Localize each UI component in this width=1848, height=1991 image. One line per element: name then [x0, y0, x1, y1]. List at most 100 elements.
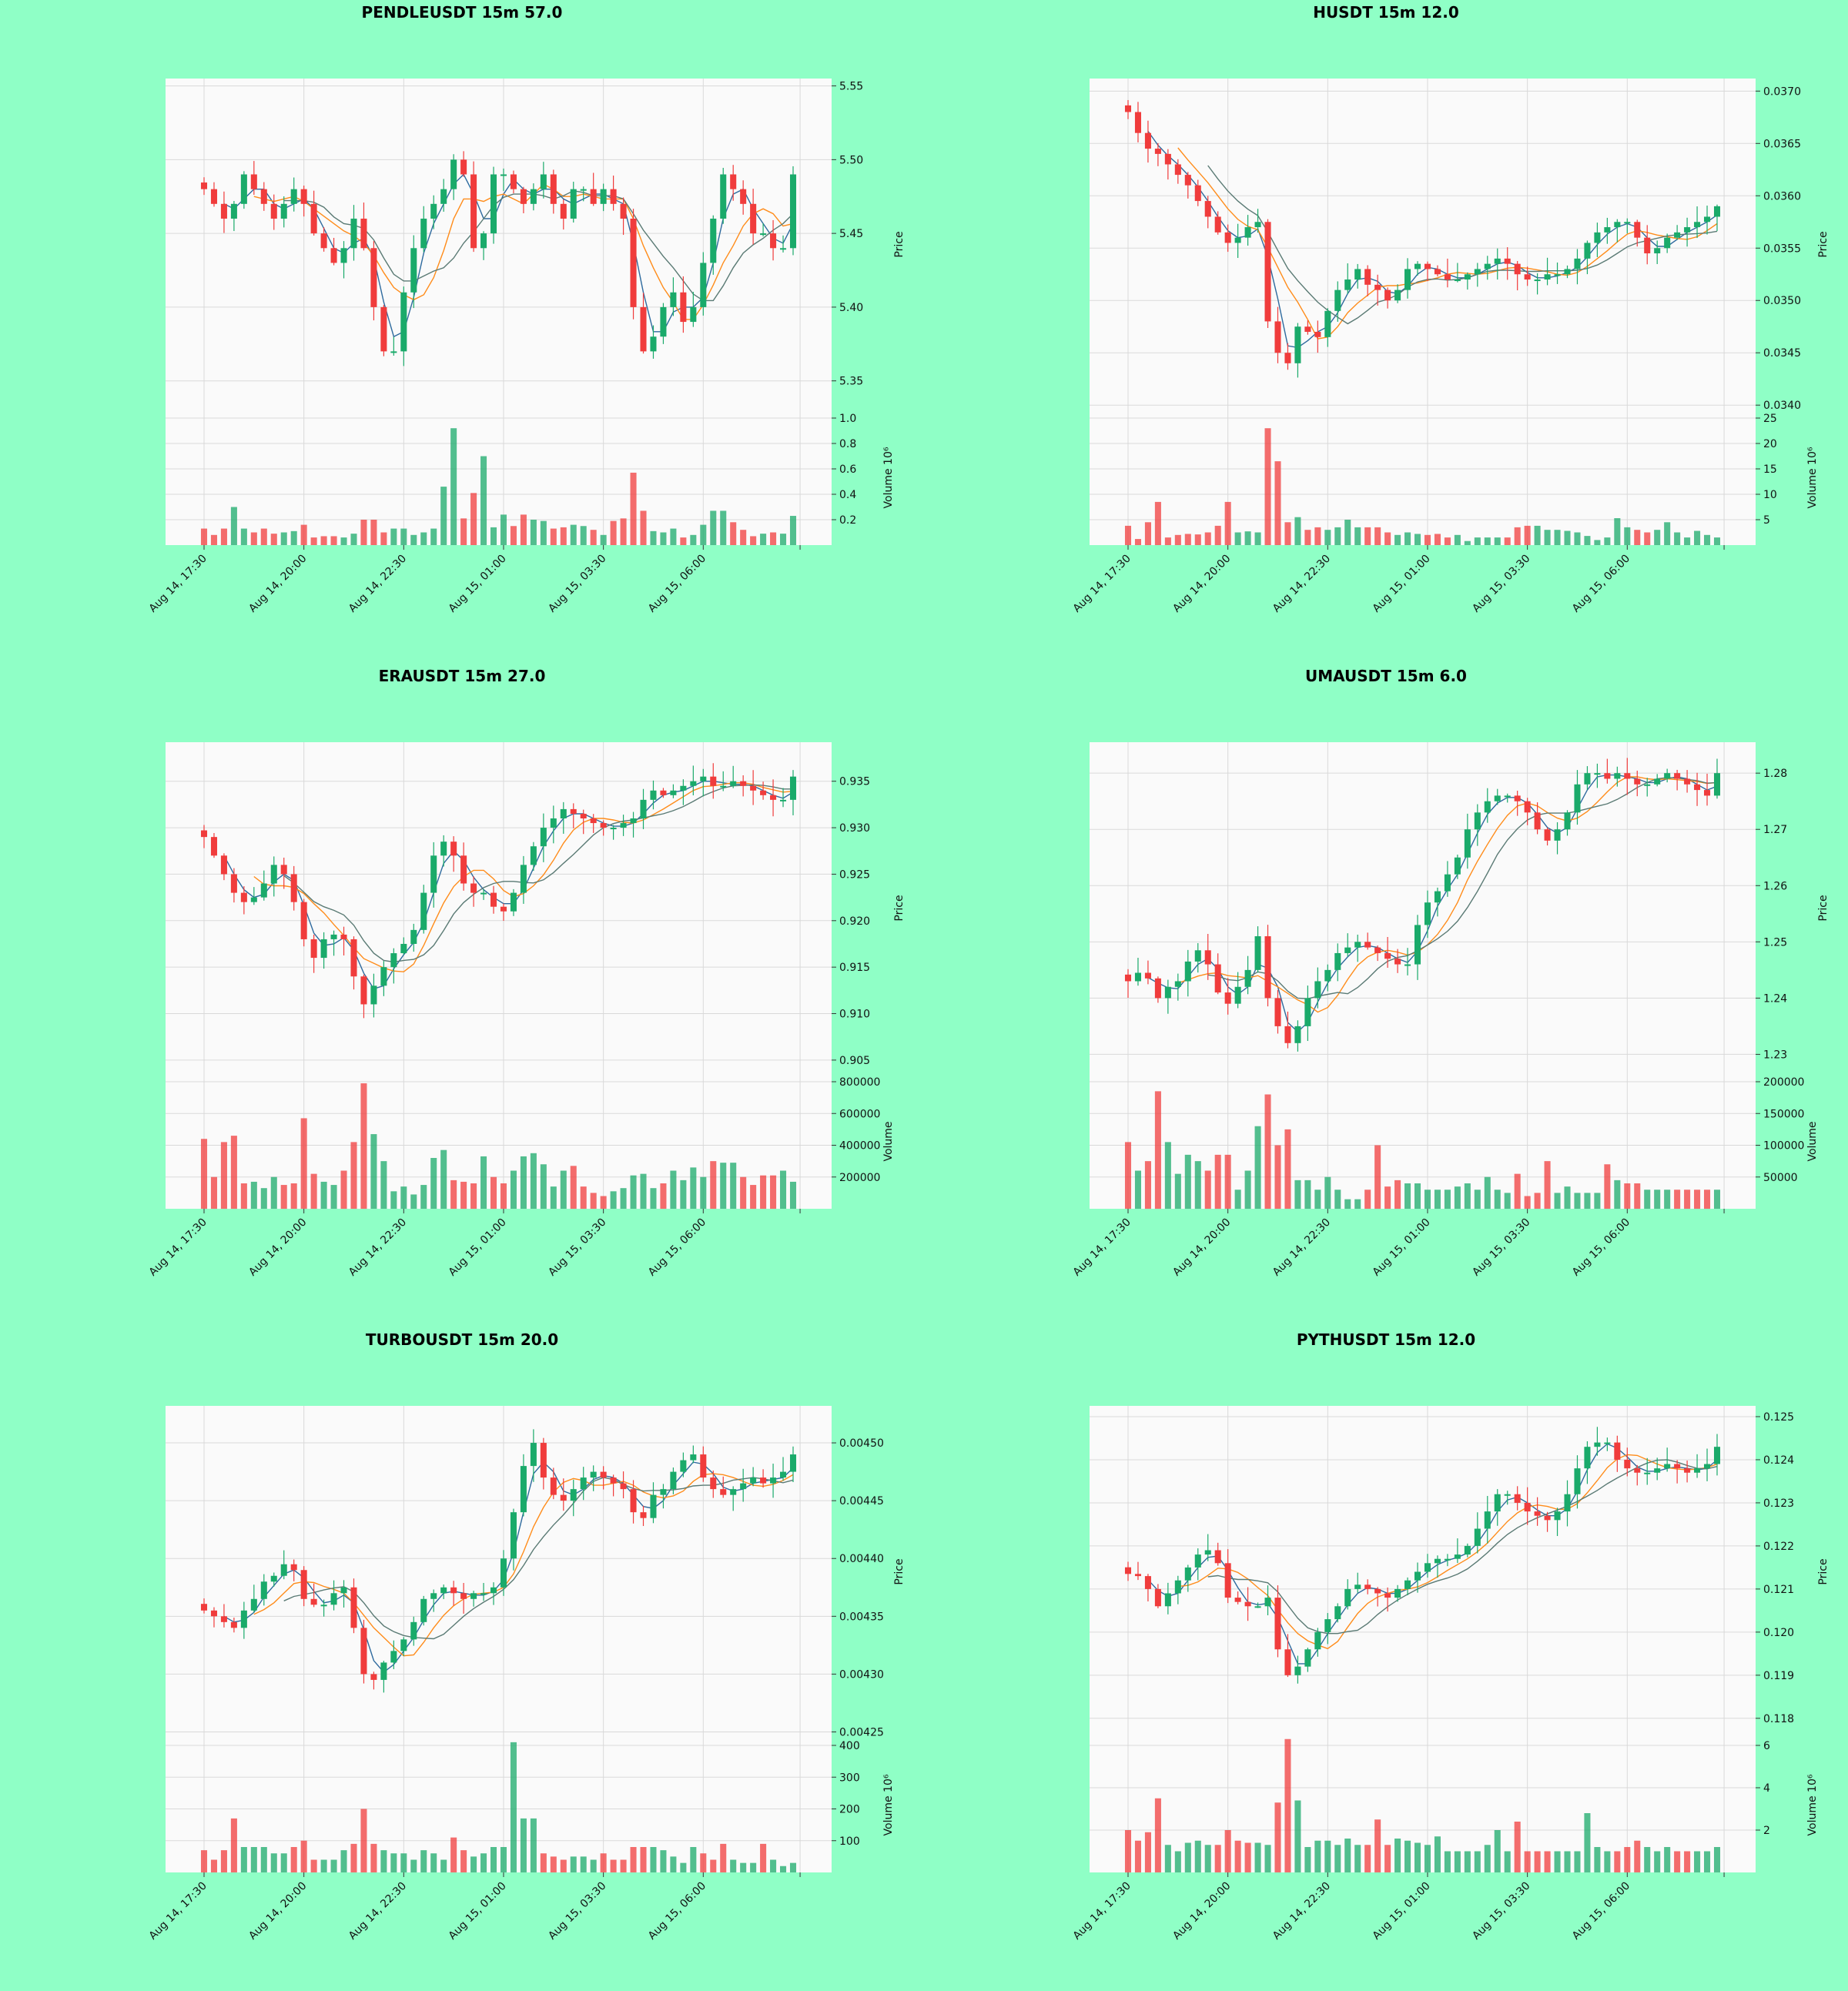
candle-body	[260, 883, 267, 898]
volume-tick-label: 0.8	[839, 438, 856, 450]
volume-bar	[660, 532, 667, 545]
volume-bar	[1204, 1845, 1211, 1872]
candle-body	[1374, 284, 1381, 290]
candle-body	[1504, 795, 1511, 798]
price-axis-label: Price	[893, 895, 906, 921]
x-tick-label: Aug 14, 22:30	[1270, 1216, 1333, 1279]
candle-body	[1384, 289, 1391, 301]
volume-bar	[230, 1136, 237, 1209]
volume-bar	[270, 1853, 277, 1872]
volume-bar	[310, 537, 317, 545]
candlestick-chart: 1.23 1.24 1.25 1.26 1.27 1.28 50000 100000 15000…	[1071, 742, 1830, 1279]
price-tick-label: 0.00425	[839, 1726, 884, 1738]
volume-bar	[520, 514, 527, 545]
candle-body	[1184, 1567, 1191, 1581]
candle-body	[789, 174, 797, 249]
candle-body	[310, 1598, 317, 1605]
candle-body	[1604, 227, 1611, 233]
candle-body	[670, 790, 677, 795]
price-tick-label: 0.122	[1763, 1541, 1794, 1553]
price-axis-label: Price	[893, 231, 906, 257]
volume-bar	[480, 456, 487, 545]
volume-bar	[1474, 1851, 1481, 1872]
candle-body	[1374, 947, 1381, 953]
volume-bar	[470, 1856, 477, 1872]
candle-body	[1174, 164, 1181, 176]
candle-body	[1384, 1593, 1391, 1598]
candle-body	[1174, 981, 1181, 987]
volume-bar	[1564, 1186, 1571, 1209]
volume-bar	[640, 1847, 647, 1872]
volume-bar	[260, 528, 267, 545]
candle-body	[1434, 891, 1441, 903]
volume-bar	[1394, 534, 1401, 545]
panel-title: PENDLEUSDT 15m 57.0	[361, 3, 563, 22]
candle-body	[450, 159, 457, 189]
volume-bar	[410, 1859, 417, 1872]
volume-bar	[350, 534, 357, 545]
candle-body	[470, 883, 477, 893]
candle-body	[1274, 321, 1281, 353]
candle-body	[1244, 969, 1251, 987]
candle-body	[1394, 959, 1401, 965]
candle-body	[340, 248, 347, 263]
volume-bar	[560, 1170, 567, 1209]
candle-body	[1514, 263, 1521, 275]
candle-body	[1324, 310, 1331, 337]
candle-body	[1654, 248, 1661, 254]
candle-body	[320, 939, 327, 959]
price-tick-label: 0.124	[1763, 1454, 1794, 1467]
volume-bar	[1504, 1851, 1511, 1872]
volume-bar	[1384, 1845, 1391, 1872]
candle-body	[1624, 222, 1631, 224]
candle-body	[760, 1477, 767, 1484]
volume-bar	[789, 1181, 797, 1209]
volume-bar	[700, 524, 707, 545]
candle-body	[580, 1477, 587, 1490]
candle-body	[400, 292, 407, 352]
candle-body	[1384, 952, 1391, 959]
candle-body	[1684, 1468, 1691, 1473]
volume-bar	[1204, 1170, 1211, 1209]
candle-body	[1184, 961, 1191, 982]
candle-body	[1694, 222, 1701, 228]
volume-bar	[730, 1163, 737, 1209]
volume-bar	[340, 1850, 347, 1872]
volume-bar	[570, 1856, 577, 1872]
volume-bar	[1544, 1161, 1551, 1209]
candle-body	[610, 189, 617, 204]
price-tick-label: 5.40	[839, 302, 863, 314]
moving-average-line	[1147, 1443, 1718, 1665]
candle-body	[730, 174, 737, 189]
volume-bar	[1334, 527, 1341, 545]
candle-body	[1474, 812, 1481, 830]
candle-body	[770, 1477, 777, 1484]
candle-body	[710, 1477, 717, 1490]
volume-bar	[690, 1167, 697, 1209]
candle-body	[700, 776, 707, 781]
candle-body	[1414, 925, 1421, 965]
volume-bar	[1324, 1840, 1331, 1872]
candle-body	[230, 1621, 237, 1628]
candle-body	[580, 189, 587, 191]
volume-bar	[730, 522, 737, 545]
volume-bar	[430, 1853, 437, 1872]
candle-body	[240, 1610, 247, 1628]
volume-bar	[1304, 530, 1311, 545]
volume-bar	[1664, 522, 1671, 545]
candle-body	[1524, 1502, 1531, 1512]
candle-body	[1314, 332, 1321, 337]
candle-body	[340, 934, 347, 939]
price-tick-label: 0.125	[1763, 1411, 1794, 1424]
volume-bar	[530, 520, 537, 545]
volume-bar	[710, 1161, 717, 1209]
candle-body	[200, 830, 208, 838]
volume-bar	[420, 1185, 427, 1209]
candle-body	[1244, 1601, 1251, 1607]
volume-bar	[1264, 1845, 1271, 1872]
volume-bar	[210, 1859, 217, 1872]
volume-bar	[670, 528, 677, 545]
candle-body	[1294, 326, 1301, 363]
candle-body	[570, 808, 577, 814]
candle-body	[1574, 1468, 1581, 1494]
